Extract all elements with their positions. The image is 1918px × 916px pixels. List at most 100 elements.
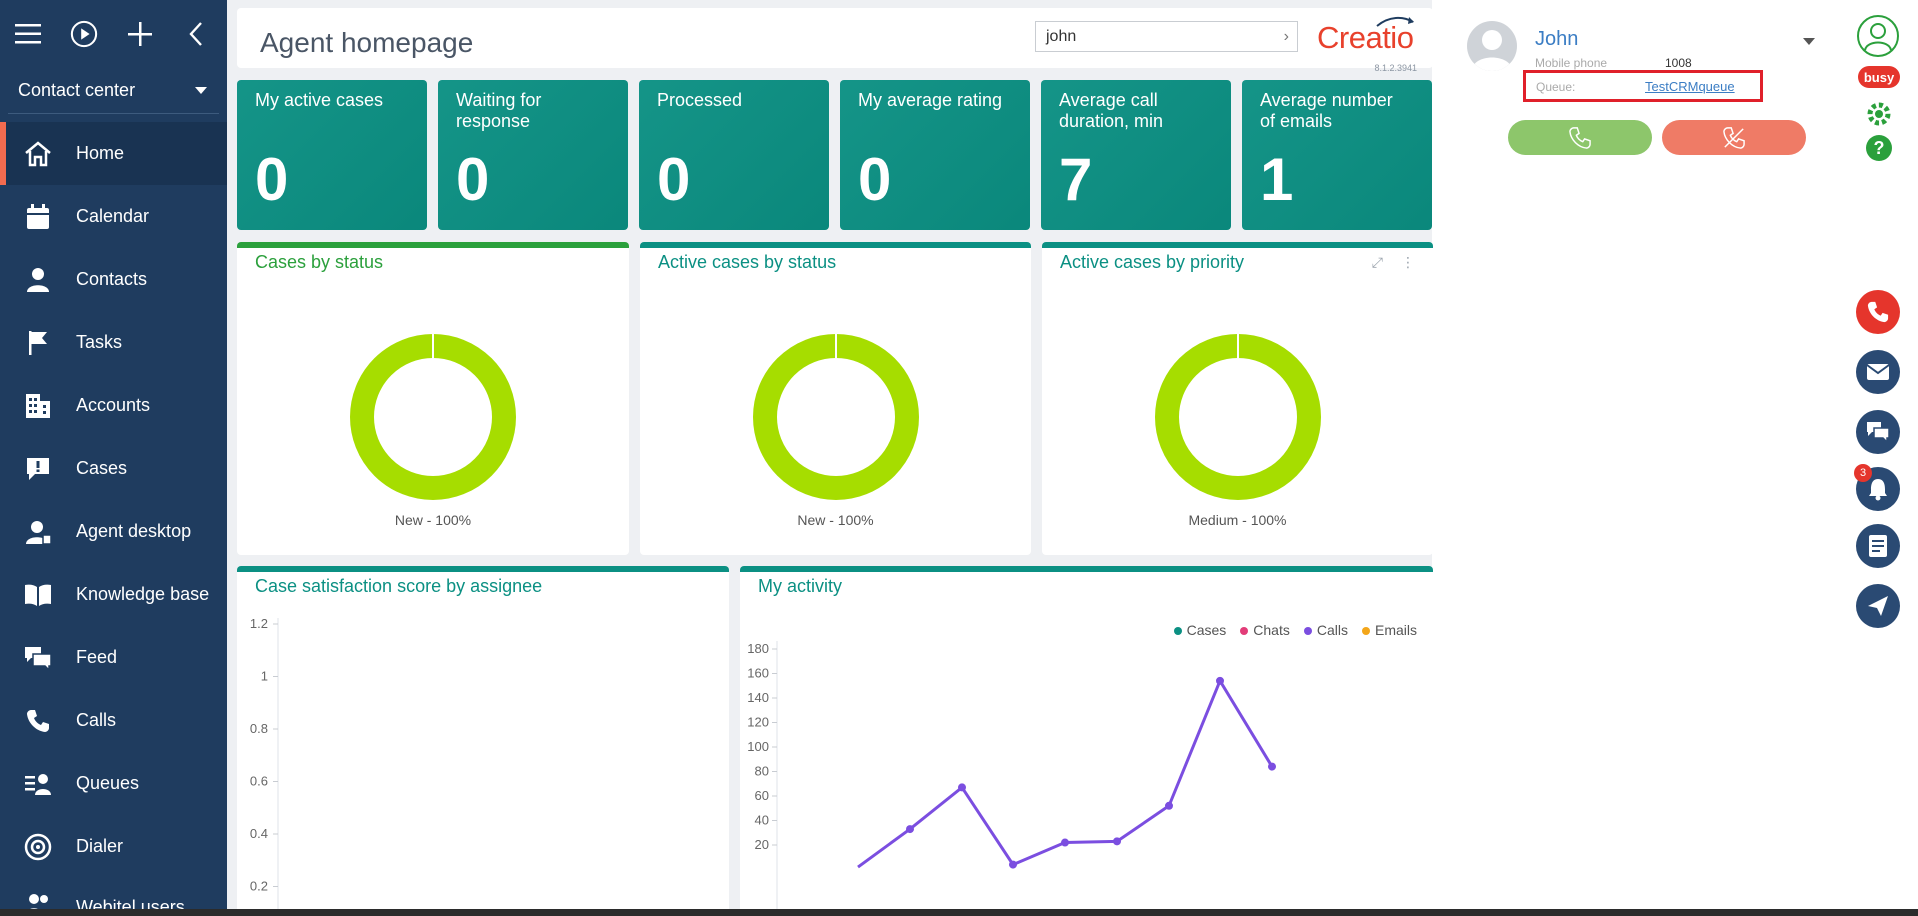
kpi-my-average-rating[interactable]: My average rating 0 <box>840 80 1030 230</box>
calls-data-point[interactable] <box>1268 762 1276 771</box>
sidebar: Contact center Home Calendar Contacts Ta… <box>0 0 227 916</box>
sidebar-item-contacts[interactable]: Contacts <box>0 248 227 311</box>
hamburger-menu-icon[interactable] <box>14 20 42 48</box>
email-channel-button[interactable] <box>1856 350 1900 394</box>
phone-row: Mobile phone 1008 <box>1535 56 1692 70</box>
legend-item-chats[interactable]: Chats <box>1240 622 1290 638</box>
sidebar-item-label: Feed <box>76 647 118 667</box>
user-name[interactable]: John <box>1535 28 1579 50</box>
legend-label: Calls <box>1316 622 1348 638</box>
y-tick-label: 120 <box>747 715 769 730</box>
sidebar-item-cases[interactable]: Cases <box>0 437 227 500</box>
sidebar-item-feed[interactable]: Feed <box>0 626 227 689</box>
card-tools: ⤢ ⋮ <box>1372 254 1415 271</box>
queue-link[interactable]: TestCRMqueue <box>1645 79 1735 94</box>
phone-value: 1008 <box>1665 56 1692 70</box>
hangup-call-button[interactable] <box>1662 120 1806 155</box>
sidebar-item-dialer[interactable]: Dialer <box>0 815 227 878</box>
phone-label: Mobile phone <box>1535 56 1608 70</box>
card-topbar <box>1042 242 1433 248</box>
cases-icon <box>24 455 52 483</box>
calls-data-point[interactable] <box>906 825 914 834</box>
profile-icon[interactable] <box>1856 14 1900 58</box>
kpi-processed[interactable]: Processed 0 <box>639 80 829 230</box>
communication-panel: John Mobile phone 1008 Queue: TestCRMque… <box>1445 8 1830 916</box>
sidebar-item-agent-desktop[interactable]: Agent desktop <box>0 500 227 563</box>
hangup-icon <box>1723 126 1745 149</box>
legend-dot <box>1240 627 1249 636</box>
collapse-sidebar-icon[interactable] <box>182 20 210 48</box>
kpi-value: 0 <box>858 146 892 213</box>
home-icon <box>24 140 52 168</box>
legend-item-calls[interactable]: Calls <box>1303 622 1348 638</box>
card-title: Active cases by status <box>658 252 837 272</box>
sidebar-item-calendar[interactable]: Calendar <box>0 185 227 248</box>
calls-data-point[interactable] <box>1113 837 1121 846</box>
calls-data-point[interactable] <box>1009 860 1017 869</box>
chevron-right-icon[interactable]: › <box>1283 28 1289 45</box>
add-icon[interactable] <box>126 20 154 48</box>
kpi-my-active-cases[interactable]: My active cases 0 <box>237 80 427 230</box>
document-channel-button[interactable] <box>1856 524 1900 568</box>
kpi-average-call-duration[interactable]: Average call duration, min 7 <box>1041 80 1231 230</box>
more-options-icon[interactable]: ⋮ <box>1401 254 1415 270</box>
page-header: Agent homepage john › Creatio 8.1.2.3941 <box>237 8 1433 73</box>
sidebar-item-label: Tasks <box>76 332 123 352</box>
chat-channel-button[interactable] <box>1856 410 1900 454</box>
sidebar-item-tasks[interactable]: Tasks <box>0 311 227 374</box>
calls-data-point[interactable] <box>1061 838 1069 847</box>
send-channel-button[interactable] <box>1856 584 1900 628</box>
book-icon <box>24 581 52 609</box>
workplace-selector[interactable]: Contact center <box>8 68 219 114</box>
expand-icon[interactable]: ⤢ <box>1371 254 1383 270</box>
donut-chart[interactable] <box>751 332 921 502</box>
bell-icon <box>1869 479 1887 501</box>
sidebar-item-label: Accounts <box>76 395 151 415</box>
legend-item-cases[interactable]: Cases <box>1173 622 1227 638</box>
cases-by-status-card: Cases by status New - 100% <box>237 242 629 555</box>
queues-icon <box>24 770 52 798</box>
donut-chart[interactable] <box>1153 332 1323 502</box>
page-title: Agent homepage <box>260 27 474 58</box>
gear-icon[interactable] <box>1865 100 1893 128</box>
y-tick-label: 100 <box>747 739 769 754</box>
y-tick-label: 160 <box>747 666 769 681</box>
phone-channel-button[interactable] <box>1856 290 1900 334</box>
calls-data-point[interactable] <box>1216 676 1224 685</box>
calls-data-point[interactable] <box>1165 801 1173 810</box>
logo-text: Creatio <box>1317 20 1414 55</box>
kpi-label: My average rating <box>858 90 1003 110</box>
communication-bar: busy ? 3 <box>1830 0 1918 916</box>
sidebar-item-knowledge-base[interactable]: Knowledge base <box>0 563 227 626</box>
sidebar-item-calls[interactable]: Calls <box>0 689 227 752</box>
search-value: john <box>1046 27 1077 45</box>
card-topbar <box>740 566 1433 572</box>
help-icon[interactable]: ? <box>1865 134 1893 162</box>
y-tick-label: 0.6 <box>250 774 268 789</box>
y-tick-label: 0.2 <box>250 879 268 894</box>
sidebar-item-home[interactable]: Home <box>0 122 227 185</box>
sidebar-item-label: Agent desktop <box>76 521 192 541</box>
chevron-down-icon[interactable] <box>1803 38 1815 45</box>
sidebar-item-label: Knowledge base <box>76 584 210 604</box>
status-badge[interactable]: busy <box>1858 66 1900 88</box>
sidebar-item-accounts[interactable]: Accounts <box>0 374 227 437</box>
y-tick-label: 140 <box>747 690 769 705</box>
legend-item-emails[interactable]: Emails <box>1361 622 1417 638</box>
kpi-value: 0 <box>456 146 490 213</box>
search-input[interactable]: john › <box>1035 21 1298 52</box>
creatio-logo: Creatio 8.1.2.3941 <box>1317 16 1427 73</box>
active-cases-by-status-card: Active cases by status New - 100% <box>640 242 1031 555</box>
kpi-waiting-for-response[interactable]: Waiting for response 0 <box>438 80 628 230</box>
calendar-icon <box>24 203 52 231</box>
donut-chart[interactable] <box>348 332 518 502</box>
legend-label: Cases <box>1186 622 1227 638</box>
svg-text:?: ? <box>1874 138 1885 158</box>
calls-data-point[interactable] <box>958 783 966 792</box>
answer-call-button[interactable] <box>1508 120 1652 155</box>
user-avatar <box>1467 21 1517 71</box>
sidebar-item-queues[interactable]: Queues <box>0 752 227 815</box>
kpi-average-number-of-emails[interactable]: Average number of emails 1 <box>1242 80 1432 230</box>
play-process-icon[interactable] <box>70 20 98 48</box>
queue-row: Queue: TestCRMqueue <box>1523 70 1763 102</box>
